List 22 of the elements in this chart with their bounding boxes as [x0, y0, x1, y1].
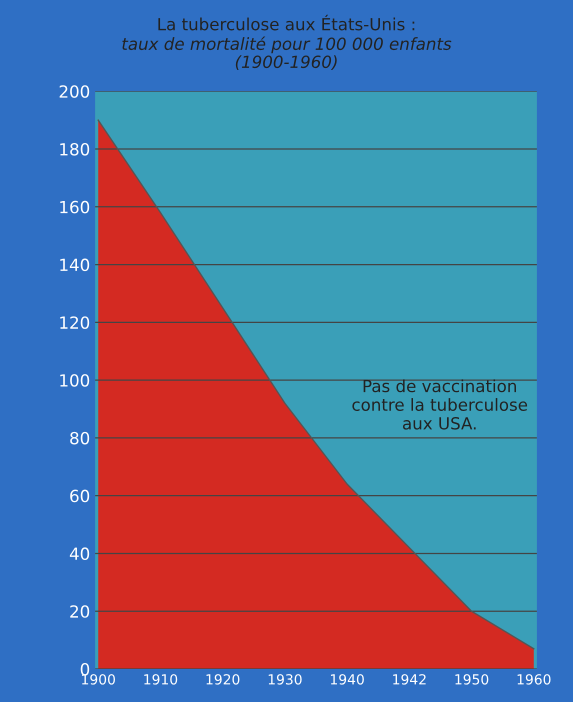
annotation: Pas de vaccination contre la tuberculose aux USA.: [352, 379, 528, 430]
y-tick-label: 200: [60, 85, 90, 98]
x-tick-label: 1910: [144, 674, 178, 685]
x-tick-label: 1930: [268, 674, 302, 685]
x-tick-label: 1900: [82, 674, 115, 685]
x-tick-label: 1960: [518, 674, 551, 685]
y-tick-label: 0: [80, 662, 90, 676]
y-tick-label: 100: [60, 374, 90, 387]
y-tick-label: 120: [60, 316, 90, 329]
y-tick-label: 40: [70, 547, 90, 560]
x-tick-label: 1950: [455, 674, 488, 685]
y-tick-label: 160: [60, 200, 90, 214]
y-tick-label: 180: [60, 142, 90, 156]
y-tick-label: 20: [70, 605, 90, 618]
x-tick-label: 1942: [393, 674, 426, 685]
y-tick-label: 60: [70, 490, 90, 502]
x-tick-label: 1940: [330, 674, 364, 685]
chart-subtitle: taux de mortalité pour 100 000 enfants (1900-1960): [122, 36, 452, 70]
x-tick-label: 1920: [206, 674, 240, 685]
y-tick-label: 80: [70, 432, 90, 444]
chart-title: La tuberculose aux États-Unis :: [158, 14, 414, 30]
y-tick-label: 140: [60, 258, 90, 272]
